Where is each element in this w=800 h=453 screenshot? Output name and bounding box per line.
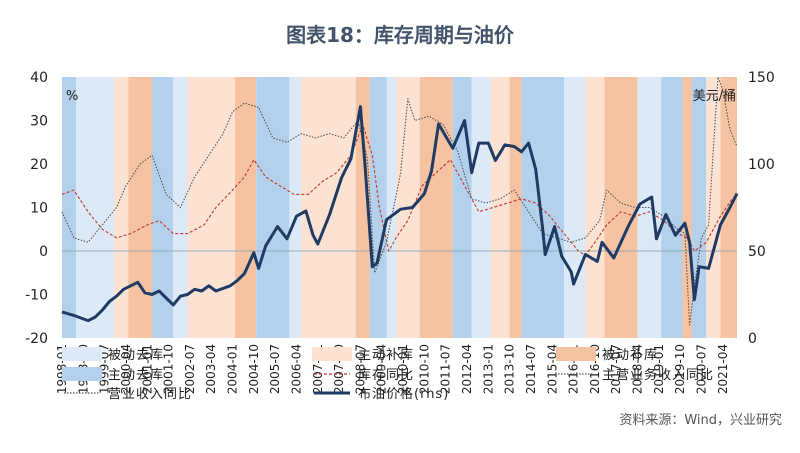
source-note: 资料来源：Wind，兴业研究 xyxy=(619,413,782,428)
phase-band xyxy=(128,77,152,338)
legend-swatch xyxy=(312,347,352,361)
legend-label: 营业收入同比 xyxy=(108,387,192,402)
phase-band xyxy=(692,77,707,338)
x-tick-label: 2006-04 xyxy=(289,344,303,394)
x-tick-label: 2012-04 xyxy=(460,344,474,394)
x-tick-label: 2000-04 xyxy=(119,344,133,394)
x-tick-label: 2004-01 xyxy=(226,344,240,394)
legend-swatch xyxy=(62,367,102,381)
legend-item: 被动去库 xyxy=(62,347,164,363)
y-tick-label-left: 40 xyxy=(30,70,48,86)
phase-band xyxy=(114,77,129,338)
left-unit-label: % xyxy=(66,89,78,104)
x-tick-label: 2005-07 xyxy=(268,344,282,394)
x-tick-label: 2001-10 xyxy=(162,344,176,394)
legend-label: 库存同比 xyxy=(358,367,414,383)
x-tick-label: 2013-01 xyxy=(481,344,495,394)
x-tick-label: 2020-07 xyxy=(694,344,708,394)
phase-band xyxy=(386,77,396,338)
legend-item: 营业收入同比 xyxy=(64,387,192,402)
legend-item: 主动补库 xyxy=(312,347,414,363)
y-tick-label-right: 50 xyxy=(748,244,766,260)
phase-band xyxy=(452,77,472,338)
phase-band xyxy=(521,77,565,338)
phase-band xyxy=(471,77,491,338)
y-tick-label-left: -10 xyxy=(25,288,48,304)
phase-band xyxy=(62,77,77,338)
y-tick-label-left: 10 xyxy=(30,201,48,217)
phase-band xyxy=(682,77,692,338)
series-line-inventory-yoy xyxy=(61,124,738,256)
y-tick-label-left: 20 xyxy=(30,157,48,173)
x-tick-label: 2018-04 xyxy=(631,344,645,394)
y-tick-label-right: 150 xyxy=(748,70,775,86)
series-line-main-revenue-yoy xyxy=(61,98,679,274)
x-tick-label: 2001-01 xyxy=(140,344,154,394)
legend-label: 被动去库 xyxy=(108,347,164,363)
phase-band xyxy=(564,77,586,338)
x-tick-label: 2004-10 xyxy=(247,344,261,394)
legend-label: 主动去库 xyxy=(108,367,164,383)
x-tick-label: 2008-07 xyxy=(353,344,367,394)
series-line-brent-oil xyxy=(61,105,739,323)
x-tick-label: 2014-07 xyxy=(524,344,538,394)
legend-label: 主动补库 xyxy=(358,347,414,363)
series-line-revenue-yoy xyxy=(677,76,738,326)
phase-band xyxy=(369,77,387,338)
x-tick-label: 2009-04 xyxy=(375,344,389,394)
legend-item: 库存同比 xyxy=(314,367,414,383)
right-unit-label: 美元/桶 xyxy=(693,89,736,104)
phase-bands xyxy=(62,77,737,338)
x-tick-label: 2019-10 xyxy=(673,344,687,394)
y-tick-label-left: -20 xyxy=(25,331,48,347)
phase-band xyxy=(355,77,370,338)
x-tick-label: 2013-10 xyxy=(503,344,517,394)
phase-band xyxy=(509,77,522,338)
legend-swatch xyxy=(556,347,596,361)
legend-item: 被动补库 xyxy=(556,347,658,363)
phase-band xyxy=(152,77,174,338)
chart-title: 图表18：库存周期与油价 xyxy=(286,23,515,47)
phase-band xyxy=(256,77,290,338)
x-tick-label: 2010-10 xyxy=(417,344,431,394)
x-tick-label: 2019-01 xyxy=(652,344,666,394)
phase-band xyxy=(289,77,302,338)
x-tick-label: 2015-04 xyxy=(545,344,559,394)
y-tick-label-left: 30 xyxy=(30,114,48,130)
phase-band xyxy=(419,77,453,338)
y-tick-label-right: 0 xyxy=(748,331,757,347)
legend-item: 布油价格(rhs) xyxy=(314,386,449,402)
x-tick-label: 2017-07 xyxy=(609,344,623,394)
phase-band xyxy=(585,77,605,338)
x-tick-label: 2011-07 xyxy=(439,344,453,394)
legend-label: 被动补库 xyxy=(602,347,658,363)
phase-band xyxy=(706,77,721,338)
phase-band xyxy=(490,77,510,338)
phase-band xyxy=(604,77,638,338)
x-tick-label: 2002-07 xyxy=(183,344,197,394)
y-tick-label-right: 100 xyxy=(748,157,775,173)
x-tick-label: 2003-04 xyxy=(204,344,218,394)
legend-item: 主动去库 xyxy=(62,367,164,383)
series-lines xyxy=(61,76,739,326)
phase-band xyxy=(301,77,356,338)
y-tick-label-left: 0 xyxy=(39,244,48,260)
phase-band xyxy=(187,77,235,338)
phase-band xyxy=(76,77,115,338)
legend-label: 布油价格(rhs) xyxy=(358,386,449,402)
legend-item: 主营业务收入同比 xyxy=(558,367,714,383)
legend-swatch xyxy=(62,347,102,361)
phase-band xyxy=(661,77,683,338)
x-tick-label: 2010-01 xyxy=(396,344,410,394)
phase-band xyxy=(234,77,257,338)
x-tick-label: 2021-04 xyxy=(716,344,730,394)
legend-label: 主营业务收入同比 xyxy=(602,367,714,383)
